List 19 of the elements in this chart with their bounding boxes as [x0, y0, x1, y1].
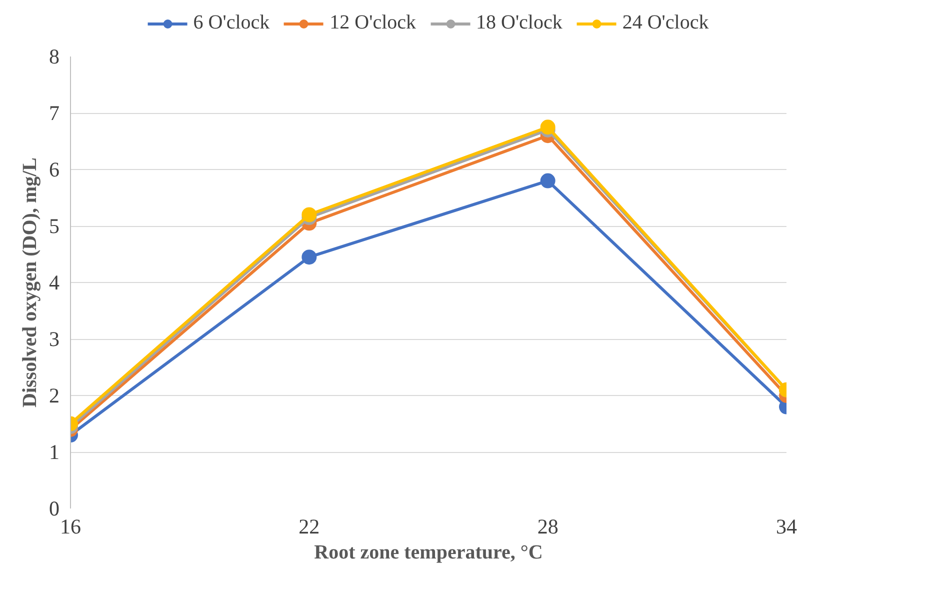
- y-tick-label: 7: [49, 101, 60, 125]
- y-tick-label: 0: [49, 496, 60, 520]
- x-axis-title: Root zone temperature, °C: [314, 542, 543, 564]
- y-tick-label: 4: [49, 270, 60, 294]
- x-tick-label: 28: [537, 514, 558, 538]
- legend-label: 24 O'clock: [622, 12, 709, 34]
- y-tick-label: 8: [49, 44, 60, 68]
- x-tick-label: 22: [298, 514, 320, 538]
- y-axis-title: Dissolved oxygen (DO), mg/L: [19, 158, 41, 408]
- x-tick-label: 34: [776, 514, 798, 538]
- legend-label: 18 O'clock: [476, 12, 562, 34]
- y-tick-label: 2: [49, 384, 60, 408]
- y-tick-label: 5: [49, 214, 60, 238]
- y-tick-label: 6: [49, 158, 60, 182]
- legend-label: 12 O'clock: [330, 12, 416, 34]
- x-tick-label: 16: [60, 514, 81, 538]
- legend-label: 6 O'clock: [193, 12, 270, 34]
- y-tick-label: 3: [49, 327, 60, 351]
- y-tick-label: 1: [49, 440, 60, 464]
